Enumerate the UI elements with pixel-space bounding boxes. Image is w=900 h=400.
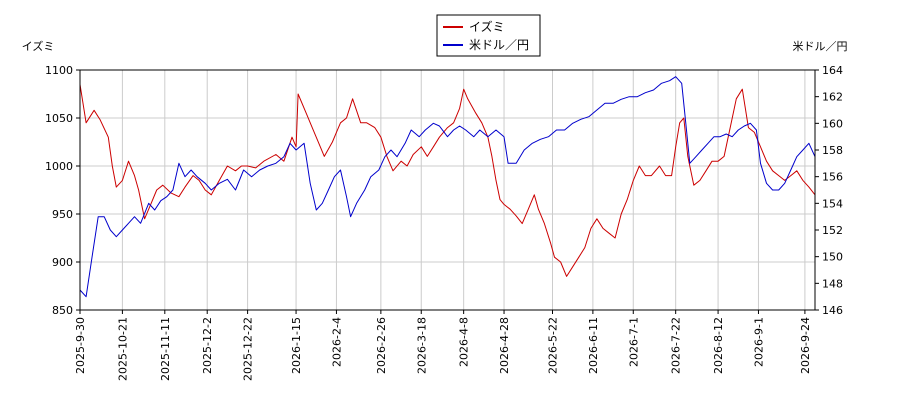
left-tick-label: 1000	[45, 160, 73, 173]
x-tick-label: 2026-6-11	[587, 317, 600, 374]
legend: イズミ 米ドル／円	[436, 14, 541, 57]
x-tick-label: 2025-9-30	[74, 317, 87, 374]
series-line-usdjpy	[79, 76, 816, 298]
x-tick-label: 2025-11-11	[159, 317, 172, 381]
left-tick-label: 850	[52, 304, 73, 317]
right-tick-label: 154	[822, 197, 843, 210]
right-tick-label: 152	[822, 224, 843, 237]
grid-lines	[79, 69, 815, 311]
x-tick-label: 2026-2-4	[330, 317, 343, 367]
x-tick-label: 2025-10-21	[116, 317, 129, 381]
right-tick-label: 156	[822, 171, 843, 184]
x-tick-label: 2026-4-8	[458, 317, 471, 367]
x-tick-label: 2025-12-2	[201, 317, 214, 374]
right-tick-label: 150	[822, 251, 843, 264]
left-tick-label: 900	[52, 256, 73, 269]
x-tick-label: 2026-1-15	[290, 317, 303, 374]
plot-area	[80, 70, 815, 310]
x-tick-label: 2026-5-22	[547, 317, 560, 374]
x-tick-label: 2026-9-1	[752, 317, 765, 367]
right-tick-label: 160	[822, 117, 843, 130]
right-tick-label: 158	[822, 144, 843, 157]
left-tick-label: 950	[52, 208, 73, 221]
x-tick-label: 2026-9-24	[799, 317, 812, 374]
series-lines	[79, 76, 816, 298]
axes: 850 900 950 1000 1050 1100 146 148 150 152 154 156 1…	[45, 64, 843, 381]
left-tick-label: 1100	[45, 64, 73, 77]
x-tick-label: 2026-4-28	[498, 317, 511, 374]
legend-label-izumi: イズミ	[469, 19, 505, 34]
legend-box	[436, 14, 541, 57]
plot-frame	[79, 69, 816, 311]
x-tick-label: 2026-2-26	[375, 317, 388, 374]
x-tick-label: 2026-3-18	[415, 317, 428, 374]
right-tick-label: 146	[822, 304, 843, 317]
legend-label-usdjpy: 米ドル／円	[469, 38, 529, 52]
right-tick-label: 148	[822, 277, 843, 290]
x-tick-label: 2026-8-12	[712, 317, 725, 374]
right-tick-label: 164	[822, 64, 843, 77]
left-tick-label: 1050	[45, 112, 73, 125]
series-line-izumi	[79, 84, 816, 277]
x-tick-label: 2026-7-1	[627, 317, 640, 367]
left-axis-title: イズミ	[22, 39, 55, 53]
right-axis-title: 米ドル／円	[793, 40, 848, 53]
right-tick-label: 162	[822, 91, 843, 104]
x-tick-label: 2025-12-22	[242, 317, 255, 381]
x-tick-label: 2026-7-22	[670, 317, 683, 374]
